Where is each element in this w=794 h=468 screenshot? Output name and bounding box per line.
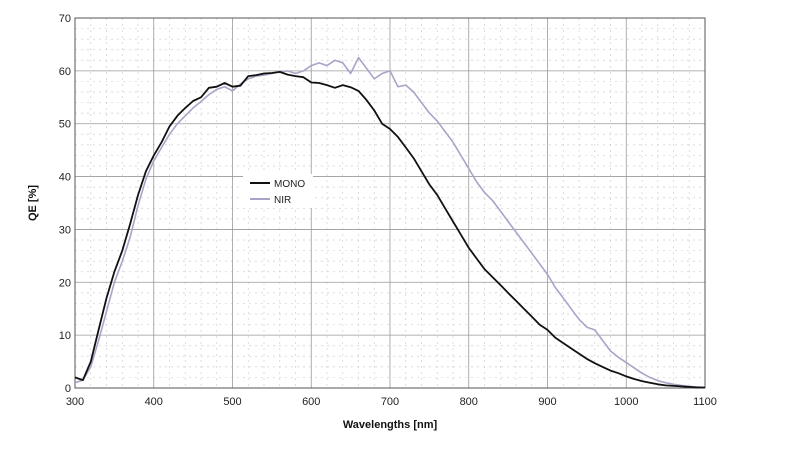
legend-background bbox=[243, 174, 313, 208]
y-tick-label: 30 bbox=[59, 224, 71, 236]
y-tick-label: 10 bbox=[59, 330, 71, 342]
x-tick-label: 700 bbox=[381, 396, 399, 408]
x-tick-label: 800 bbox=[460, 396, 478, 408]
minor-grid bbox=[75, 18, 705, 388]
x-tick-label: 400 bbox=[145, 396, 163, 408]
x-tick-label: 900 bbox=[538, 396, 556, 408]
x-tick-label: 500 bbox=[223, 396, 241, 408]
y-tick-label: 60 bbox=[59, 66, 71, 78]
legend: MONO NIR bbox=[243, 174, 313, 208]
y-tick-label: 50 bbox=[59, 119, 71, 131]
y-tick-label: 40 bbox=[59, 172, 71, 184]
x-tick-label: 300 bbox=[66, 396, 84, 408]
legend-label-mono: MONO bbox=[274, 179, 305, 190]
x-axis-title: Wavelengths [nm] bbox=[343, 419, 438, 431]
legend-label-nir: NIR bbox=[274, 195, 291, 206]
x-tick-label: 600 bbox=[302, 396, 320, 408]
x-axis-ticks: 300 400 500 600 700 800 900 1000 1100 bbox=[66, 396, 717, 408]
plot-frame bbox=[74, 17, 706, 389]
series-layer bbox=[74, 56, 706, 389]
x-tick-label: 1000 bbox=[614, 396, 638, 408]
series-line-nir bbox=[74, 56, 706, 389]
y-tick-label: 0 bbox=[65, 383, 71, 395]
x-tick-label: 1100 bbox=[693, 396, 717, 408]
y-axis-title: QE [%] bbox=[27, 185, 39, 221]
series-line-mono bbox=[74, 71, 705, 389]
y-axis-ticks: 0 10 20 30 40 50 60 70 bbox=[59, 13, 71, 395]
y-tick-label: 20 bbox=[59, 277, 71, 289]
y-tick-label: 70 bbox=[59, 13, 71, 25]
